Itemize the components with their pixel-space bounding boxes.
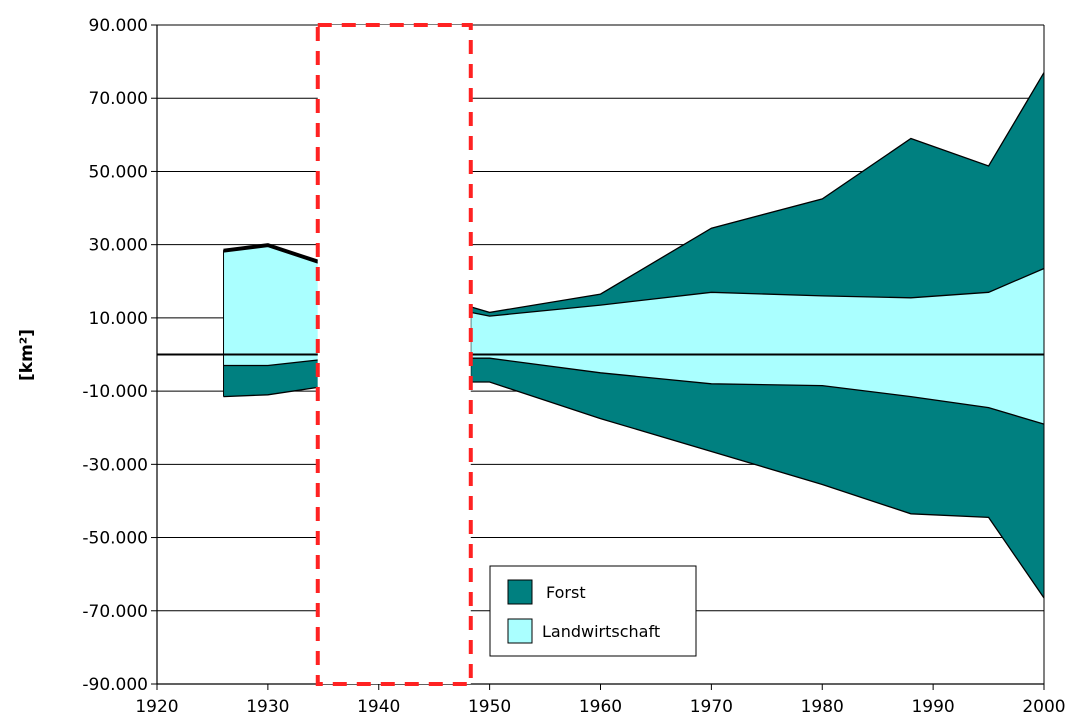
- area-landwirtschaft-negative: [223, 354, 318, 366]
- area-landwirtschaft-positive: [223, 246, 318, 355]
- legend-swatch-forst: [507, 579, 533, 605]
- area-forst-negative: [223, 360, 318, 397]
- area-forst-positive: [470, 72, 1044, 317]
- series-outline: [223, 359, 318, 367]
- y-tick-label: -10.000: [82, 382, 148, 402]
- x-tick-label: 2000: [1022, 697, 1065, 717]
- series-outline: [223, 245, 319, 264]
- y-tick-label: -70.000: [82, 602, 148, 622]
- y-tick-label: 50.000: [89, 162, 148, 182]
- area-landwirtschaft-negative: [470, 354, 1044, 425]
- y-tick-label: 90.000: [89, 16, 148, 36]
- legend-label-landwirtschaft: Landwirtschaft: [542, 622, 660, 641]
- x-tick-labels: 1920 1930 1940 1950 1960 1970 1980 1990 2000: [135, 684, 1066, 717]
- series-outline: [223, 243, 319, 263]
- y-tick-label: -50.000: [82, 529, 148, 549]
- series-outlines: [223, 72, 1045, 599]
- series-outline: [223, 386, 318, 398]
- axes: [156, 25, 1045, 685]
- data-gap-box: [315, 23, 473, 686]
- x-tick-label: 1920: [135, 697, 178, 717]
- x-tick-label: 1970: [690, 697, 733, 717]
- series-outline: [470, 267, 1045, 317]
- y-axis-title: [km²]: [17, 329, 37, 381]
- y-tick-label: 70.000: [89, 89, 148, 109]
- y-tick-label: 30.000: [89, 236, 148, 256]
- y-tick-label: -90.000: [82, 675, 148, 695]
- area-landwirtschaft-positive: [470, 268, 1044, 355]
- area-forst-negative: [470, 358, 1044, 598]
- legend-swatch-landwirtschaft: [507, 618, 533, 644]
- series-outline: [470, 381, 1045, 599]
- series-outline: [470, 72, 1045, 314]
- series-outline: [470, 357, 1045, 425]
- legend-label-forst: Forst: [546, 583, 586, 602]
- x-tick-label: 1990: [911, 697, 954, 717]
- area-series: [223, 72, 1044, 598]
- y-tick-labels: 90.000 70.000 50.000 30.000 10.000 -10.000 -30…: [82, 16, 157, 695]
- y-tick-label: -30.000: [82, 455, 148, 475]
- x-tick-label: 1950: [468, 697, 511, 717]
- x-tick-label: 1930: [246, 697, 289, 717]
- x-tick-label: 1940: [357, 697, 400, 717]
- x-tick-label: 1980: [801, 697, 844, 717]
- legend: Forst Landwirtschaft: [489, 565, 697, 657]
- x-tick-label: 1960: [579, 697, 622, 717]
- y-tick-label: 10.000: [89, 309, 148, 329]
- data-gap-rect: [315, 23, 473, 686]
